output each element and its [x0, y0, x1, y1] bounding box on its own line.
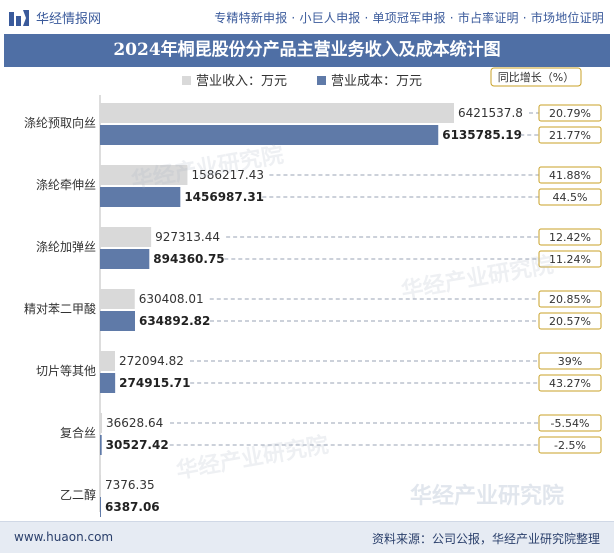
category-label: 乙二醇	[60, 487, 96, 502]
bar-revenue	[100, 103, 454, 123]
value-label-revenue: 1586217.43	[191, 168, 264, 182]
growth-value-cost: 43.27%	[549, 377, 591, 390]
bar-revenue	[100, 475, 101, 495]
growth-header-label: 同比增长（%）	[498, 70, 574, 84]
footer-website[interactable]: www.huaon.com	[14, 530, 114, 544]
growth-pill-revenue	[538, 352, 602, 370]
bar-revenue	[100, 227, 152, 247]
growth-value-revenue: 39%	[558, 355, 582, 368]
growth-pill-cost	[538, 436, 602, 454]
value-label-cost: 30527.42	[106, 438, 169, 452]
bar-cost	[100, 249, 150, 269]
growth-value-cost: 21.77%	[549, 129, 591, 142]
value-label-cost: 894360.75	[153, 252, 224, 266]
bar-revenue	[100, 413, 103, 433]
legend-swatch-cost	[317, 76, 326, 85]
category-label: 精对苯二甲酸	[24, 301, 96, 316]
legend-label-cost: 营业成本：万元	[331, 74, 422, 89]
value-label-cost: 1456987.31	[184, 190, 264, 204]
value-label-cost: 6135785.19	[442, 128, 522, 142]
growth-pill-revenue	[538, 104, 602, 122]
growth-pill-cost	[538, 188, 602, 206]
growth-value-revenue: 41.88%	[549, 169, 591, 182]
growth-pill-cost	[538, 250, 602, 268]
footer: www.huaon.com 资料来源：公司公报，华经产业研究院整理	[0, 521, 614, 553]
bar-cost	[100, 125, 439, 145]
growth-value-revenue: 12.42%	[549, 231, 591, 244]
brand[interactable]: 华经情报网	[8, 8, 101, 27]
growth-pill-cost	[538, 126, 602, 144]
category-label: 涤纶预取向丝	[24, 115, 96, 130]
growth-pill-revenue	[538, 228, 602, 246]
category-label: 切片等其他	[36, 364, 96, 378]
bar-cost	[100, 497, 101, 517]
bar-cost	[100, 373, 116, 393]
category-label: 涤纶加弹丝	[36, 240, 96, 254]
growth-value-cost: 20.57%	[549, 315, 591, 328]
bar-cost	[100, 435, 102, 455]
bar-revenue	[100, 165, 188, 185]
growth-value-revenue: -5.54%	[551, 417, 590, 430]
legend-swatch-revenue	[182, 76, 191, 85]
growth-pill-cost	[538, 374, 602, 392]
bar-revenue	[100, 289, 135, 309]
growth-pill-cost	[538, 312, 602, 330]
legend-label-revenue: 营业收入：万元	[196, 74, 287, 89]
growth-pill-revenue	[538, 414, 602, 432]
value-label-revenue: 927313.44	[155, 230, 220, 244]
value-label-revenue: 6421537.8	[458, 106, 523, 120]
brand-name: 华经情报网	[36, 12, 102, 27]
bar-cost	[100, 187, 181, 207]
value-label-revenue: 7376.35	[105, 478, 155, 492]
value-label-revenue: 36628.64	[106, 416, 163, 430]
bar-cost	[100, 311, 135, 331]
tagline: 专精特新申报 · 小巨人申报 · 单项冠军申报 · 市占率证明 · 市场地位证明	[214, 11, 604, 25]
growth-value-cost: 11.24%	[549, 253, 591, 266]
footer-source: 资料来源：公司公报，华经产业研究院整理	[371, 532, 600, 546]
growth-value-revenue: 20.85%	[549, 293, 591, 306]
value-label-cost: 274915.71	[119, 376, 190, 390]
growth-value-cost: -2.5%	[554, 439, 586, 452]
chart: 营业收入：万元 营业成本：万元 同比增长（%） 涤纶预取向丝 6421537.8 20.7…	[24, 67, 602, 517]
brand-logo-icon	[9, 9, 29, 26]
chart-title: 2024年桐昆股份分产品主营业务收入及成本统计图	[113, 40, 501, 60]
value-label-revenue: 630408.01	[139, 292, 204, 306]
growth-header-box	[490, 67, 582, 87]
growth-value-revenue: 20.79%	[549, 107, 591, 120]
growth-pill-revenue	[538, 166, 602, 184]
growth-pill-revenue	[538, 290, 602, 308]
growth-value-cost: 44.5%	[553, 191, 588, 204]
value-label-cost: 634892.82	[139, 314, 210, 328]
bar-revenue	[100, 351, 115, 371]
value-label-cost: 6387.06	[105, 500, 160, 514]
category-label: 涤纶牵伸丝	[36, 178, 96, 192]
chart-area: 营业收入：万元 营业成本：万元 同比增长（%） 涤纶预取向丝 6421537.8 20.7…	[4, 67, 610, 521]
title-bar: 2024年桐昆股份分产品主营业务收入及成本统计图	[4, 34, 610, 67]
value-label-revenue: 272094.82	[119, 354, 184, 368]
top-bar: 华经情报网 专精特新申报 · 小巨人申报 · 单项冠军申报 · 市占率证明 · …	[0, 0, 614, 34]
category-label: 复合丝	[60, 425, 96, 440]
